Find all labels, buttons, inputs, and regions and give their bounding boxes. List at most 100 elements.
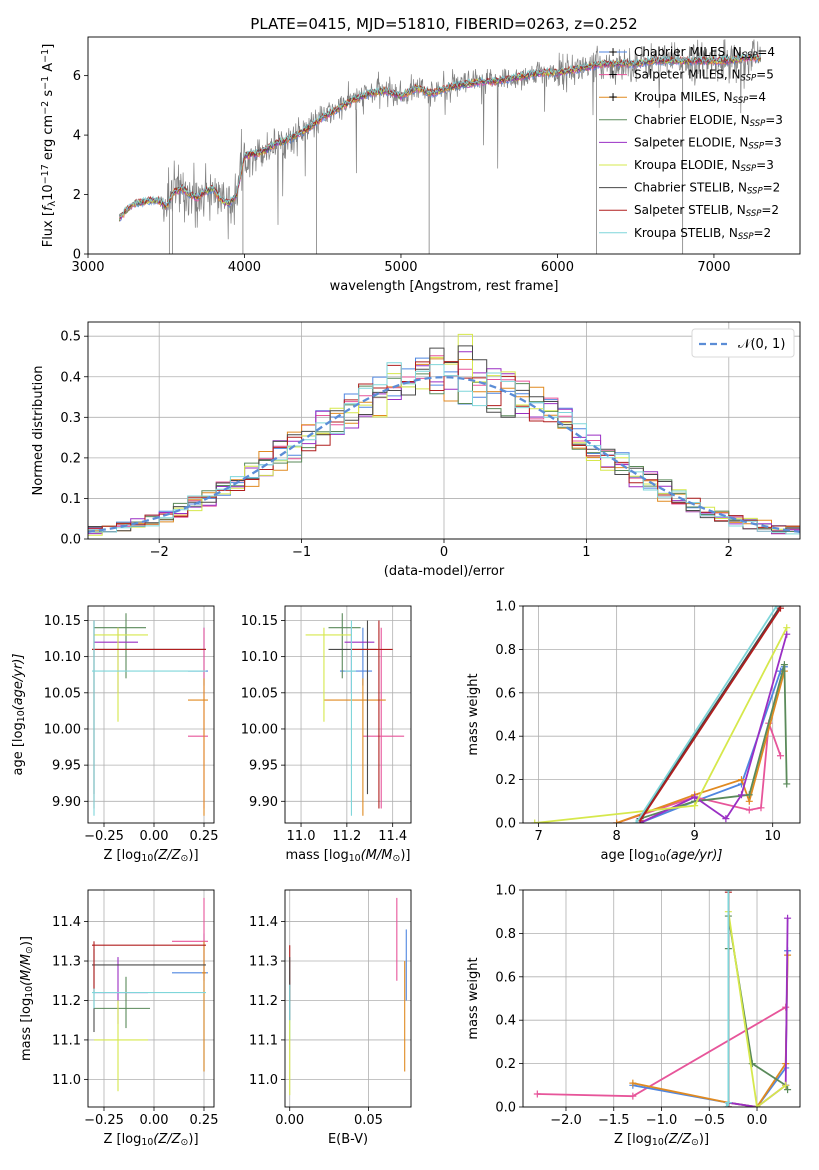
x-tick-label: 0.0 <box>747 1113 768 1128</box>
y-axis-label-part: mass [log <box>19 998 34 1061</box>
axes: 3000 4000 5000 6000 7000 0 2 4 6 wavelength [Angs… <box>40 36 801 294</box>
x-tick-label: −1.5 <box>598 1113 630 1128</box>
x-axis-label-part: )] <box>400 848 410 863</box>
legend-label-tail: =5 <box>756 68 774 82</box>
x-tick-label: −1 <box>292 545 311 560</box>
axes: −2 −1 0 1 2 0.0 0.1 0.2 0.3 0.4 0.5 𝒩(0, 1) (data-mo… <box>31 321 801 579</box>
legend-label-text: Salpeter MILES, N <box>634 68 741 82</box>
x-axis-label-part: )] <box>699 1132 709 1147</box>
series-marker-chabrier_elodie <box>784 1086 792 1094</box>
axes: −0.25 0.00 0.25 9.90 9.95 10.00 10.05 10.10 10.1… <box>11 605 218 864</box>
axes-frame <box>87 605 215 824</box>
series-marker-chabrier_elodie <box>745 791 753 799</box>
legend-label-sub: SSP <box>748 142 764 152</box>
y-axis-label-part: ⊙ <box>24 946 35 954</box>
series-marker-kroupa_miles <box>737 776 745 784</box>
y-axis-label-part: f <box>41 204 56 211</box>
series-marker-kroupa_stelib <box>722 1103 730 1107</box>
legend-label-sub: SSP <box>733 96 749 106</box>
y-tick-label: 9.90 <box>52 795 81 810</box>
x-tick-label: 11.2 <box>332 829 361 844</box>
legend-label-text: Kroupa STELIB, N <box>634 226 738 240</box>
series-marker-salpeter_elodie <box>722 815 730 823</box>
legend-label-text: Chabrier STELIB, N <box>634 181 747 195</box>
legend-label-chabrier_miles: Chabrier MILES, NSSP=4 <box>634 45 775 61</box>
x-axis-label-part: 10 <box>141 1137 153 1148</box>
legend-label-tail: =4 <box>757 45 775 59</box>
y-tick-label: 10.05 <box>241 686 278 701</box>
legend-label-normal: 𝒩(0, 1) <box>738 337 785 352</box>
y-axis-label-part: s <box>41 90 56 101</box>
x-axis-label: Z [log10(Z/Z⊙)] <box>103 1132 198 1148</box>
legend-label-kroupa_miles: Kroupa MILES, NSSP=4 <box>634 90 766 106</box>
series-marker-kroupa_miles <box>613 819 621 823</box>
series-marker-kroupa_stelib <box>724 890 732 894</box>
y-tick-label: 9.95 <box>52 759 81 774</box>
y-tick-label: 0.6 <box>495 686 516 701</box>
panels: 3000 4000 5000 6000 7000 0 2 4 6 wavelength [Angs… <box>11 36 801 1148</box>
y-tick-label: 1.0 <box>495 600 516 615</box>
legend-label-salpeter_stelib: Salpeter STELIB, NSSP=2 <box>634 203 779 219</box>
y-tick-label: 0.4 <box>495 730 516 745</box>
y-tick-label: 11.0 <box>249 1073 278 1088</box>
plot-area <box>289 897 407 1096</box>
series-marker-salpeter_miles <box>745 806 753 814</box>
x-axis-label-part: (M/M <box>361 848 393 863</box>
y-tick-label: 0.5 <box>60 330 81 345</box>
panel-age_vs_Z: −0.25 0.00 0.25 9.90 9.95 10.00 10.05 10.10 10.1… <box>11 605 218 864</box>
grid <box>285 890 411 1107</box>
x-axis-label-part: ⊙ <box>181 853 189 864</box>
plot-area <box>118 39 761 254</box>
y-axis-label-part: (M/M <box>19 954 34 986</box>
y-tick-label: 0.8 <box>495 643 516 658</box>
y-axis-label-part: −17 <box>40 164 51 184</box>
y-axis-label-part: −1 <box>40 76 51 90</box>
axes-frame <box>87 36 801 255</box>
y-tick-label: 10.10 <box>241 650 278 665</box>
figure-title: PLATE=0415, MJD=51810, FIBERID=0263, z=0… <box>250 15 637 33</box>
legend-marker-kroupa_miles: + <box>608 90 618 104</box>
x-axis-label-part: 10 <box>654 853 666 864</box>
y-tick-label: 0.1 <box>60 492 81 507</box>
x-axis-label-part: Z [log <box>614 1132 652 1147</box>
normal-curve <box>88 376 800 534</box>
x-axis-label: E(B-V) <box>328 1132 368 1147</box>
grid <box>285 606 411 823</box>
x-tick-label: 6000 <box>541 260 574 275</box>
x-tick-label: 7 <box>534 829 542 844</box>
series-line-kroupa_stelib <box>635 606 778 823</box>
x-axis-label: (data-model)/error <box>384 564 505 579</box>
x-axis-label-part: 10 <box>349 853 361 864</box>
model-spectrum-kroupa_elodie <box>119 53 761 217</box>
series-marker-kroupa_stelib <box>724 1099 732 1107</box>
x-tick-label: 1 <box>582 545 590 560</box>
legend-label-chabrier_elodie: Chabrier ELODIE, NSSP=3 <box>634 113 783 129</box>
y-tick-label: 11.1 <box>249 1033 278 1048</box>
series-marker-chabrier_elodie <box>780 661 788 669</box>
model-spectrum-kroupa_stelib <box>118 53 761 218</box>
x-tick-label: 11.0 <box>287 829 316 844</box>
legend-label-text: Kroupa ELODIE, N <box>634 158 741 172</box>
legend-label-tail: =3 <box>765 113 783 127</box>
y-tick-label: 0.3 <box>60 411 81 426</box>
y-axis-label: mass weight <box>466 673 481 755</box>
series-line-chabrier_stelib <box>639 606 782 820</box>
series-line-salpeter_stelib <box>639 607 782 822</box>
residual-legend: 𝒩(0, 1) <box>691 328 795 358</box>
y-axis-label-part: ] <box>41 44 56 49</box>
y-tick-label: 0.4 <box>495 1014 516 1029</box>
axes-frame <box>284 605 412 824</box>
y-axis-label-part: )] <box>19 936 34 946</box>
y-tick-label: 0.0 <box>495 817 516 832</box>
plot-area <box>533 890 792 1107</box>
plot-area <box>92 613 208 816</box>
x-axis-label-part: Z [log <box>103 848 141 863</box>
series-marker-salpeter_miles <box>776 752 784 760</box>
panel-spectrum: 3000 4000 5000 6000 7000 0 2 4 6 wavelength [Angs… <box>40 36 801 294</box>
y-tick-label: 11.0 <box>52 1073 81 1088</box>
series-marker-salpeter_stelib <box>776 606 784 612</box>
x-tick-label: 9 <box>691 829 699 844</box>
axes-frame <box>284 889 412 1108</box>
